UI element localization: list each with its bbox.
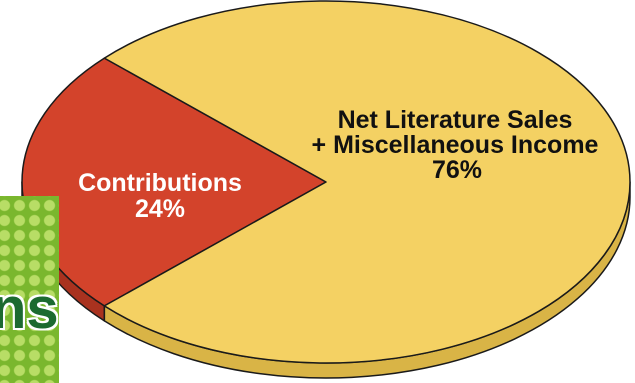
slice-value-contributions: 24%	[135, 195, 185, 223]
slice-label-group-contributions: Contributions 24%	[78, 169, 242, 223]
slice-label-net-literature-sales-line-1: Net Literature Sales	[338, 106, 573, 134]
slice-label-contributions: Contributions	[78, 169, 242, 197]
slice-label-group-net-literature-sales: Net Literature Sales + Miscellaneous Inc…	[312, 106, 599, 184]
partial-logo-image: ns	[0, 196, 59, 383]
slice-label-net-literature-sales-line-2: + Miscellaneous Income	[312, 131, 599, 159]
pie-slice-net-literature-sales	[103, 0, 631, 364]
pie-faces	[21, 0, 631, 364]
pie-slice-contributions	[21, 57, 327, 307]
pie-labels: Contributions 24% Net Literature Sales +…	[78, 106, 598, 223]
slice-value-net-literature-sales: 76%	[432, 156, 482, 184]
logo-text: ns	[0, 276, 59, 341]
